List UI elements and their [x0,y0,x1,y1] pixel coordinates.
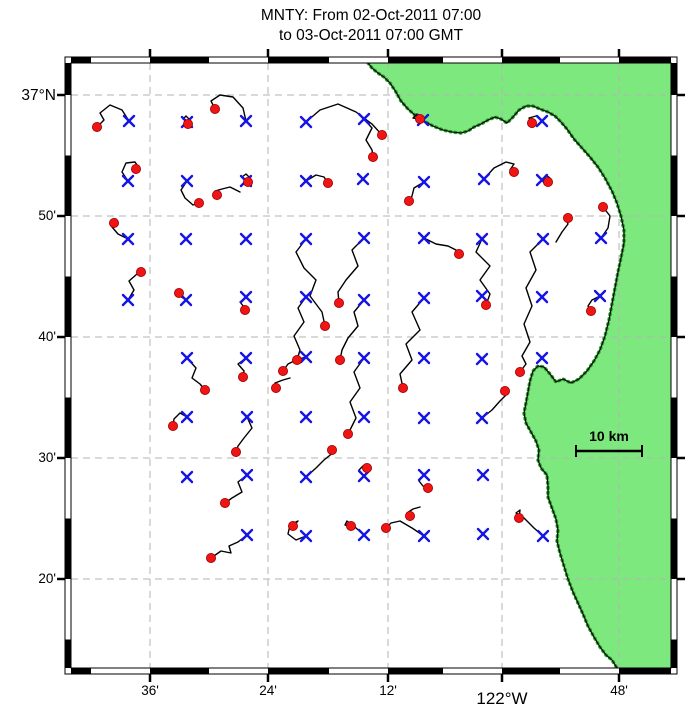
x-tick-label: 48' [610,683,628,698]
figure-title-line2: to 03-Oct-2011 07:00 GMT [279,27,464,44]
land-layer [368,63,671,668]
axis-tick-labels: 36' 24' 12' 122°W 48' 37°N 50' 40' 30' 20' [21,87,627,708]
trajectories-layer [96,94,611,559]
scale-bar [575,445,643,457]
coastline-layer [366,63,626,668]
x-tick-label: 24' [259,683,277,698]
y-tick-label: 50' [38,208,56,223]
y-tick-label: 30' [38,450,56,465]
x-tick-label: 122°W [476,689,527,708]
figure-title-line1: MNTY: From 02-Oct-2011 07:00 [261,7,482,24]
map-frame [57,49,685,682]
x-tick-label: 36' [141,683,159,698]
y-tick-label: 37°N [21,87,56,104]
y-tick-label: 40' [38,329,56,344]
scale-bar-label: 10 km [589,428,629,444]
x-tick-label: 12' [379,683,397,698]
start-markers-layer [121,112,608,543]
end-markers-layer [92,104,609,564]
y-tick-label: 20' [38,571,56,586]
